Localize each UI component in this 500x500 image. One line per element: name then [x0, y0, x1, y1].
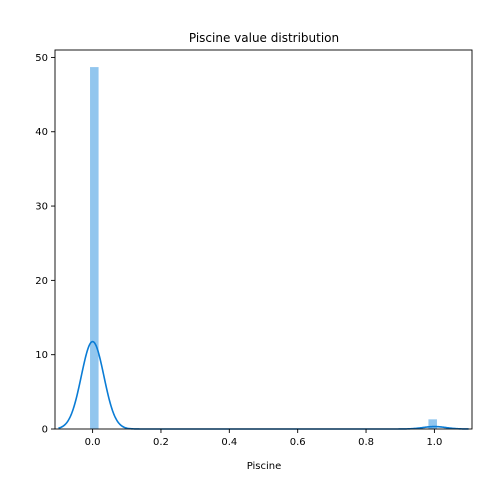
histogram-bar-1 — [428, 419, 437, 429]
x-tick-label-1: 0.2 — [153, 437, 169, 448]
x-tick-label-2: 0.4 — [221, 437, 237, 448]
y-tick-label-1: 10 — [35, 350, 48, 361]
x-tick-label-4: 0.8 — [358, 437, 374, 448]
x-axis-label: Piscine — [247, 461, 282, 472]
histogram-bar-0 — [90, 67, 99, 429]
x-tick-label-3: 0.6 — [290, 437, 306, 448]
kde-line — [58, 340, 469, 430]
y-tick-label-3: 30 — [35, 202, 48, 213]
x-tick-label-5: 1.0 — [426, 437, 442, 448]
y-tick-label-2: 20 — [35, 276, 48, 287]
chart-title: Piscine value distribution — [189, 31, 339, 45]
axes-frame — [54, 49, 473, 430]
plot-area: 0.0 0.2 0.4 0.6 0.8 1.0 0 10 20 30 40 50 — [35, 49, 473, 448]
x-tick-label-0: 0.0 — [85, 437, 101, 448]
y-tick-label-5: 50 — [35, 53, 48, 64]
y-tick-label-0: 0 — [42, 425, 48, 436]
y-tick-label-4: 40 — [35, 127, 48, 138]
